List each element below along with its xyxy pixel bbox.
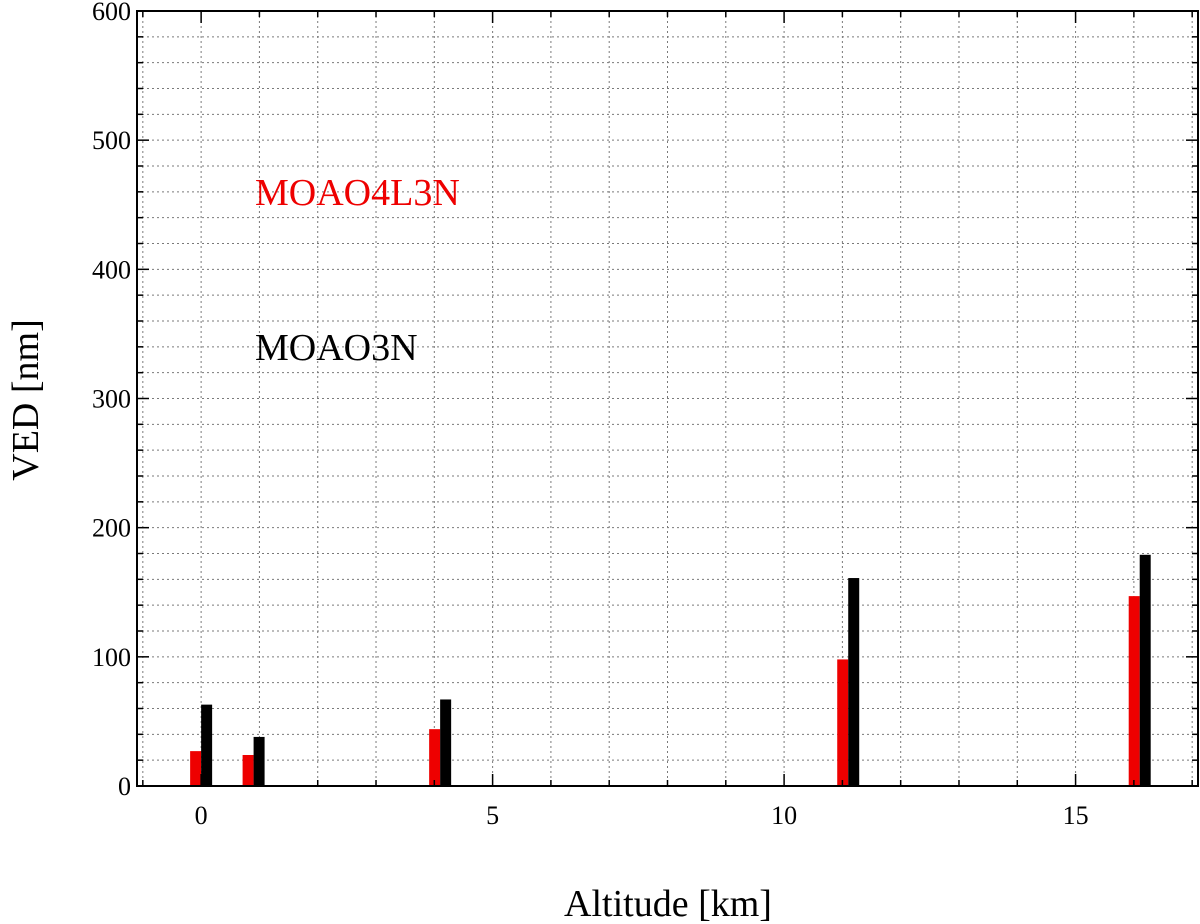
x-tick-label: 0 xyxy=(195,801,208,830)
bar-moao3n xyxy=(440,699,452,786)
y-tick-label: 300 xyxy=(92,385,131,414)
bar-moao4l3n xyxy=(1128,596,1140,786)
y-axis-title: VED [nm] xyxy=(5,319,47,480)
y-tick-label: 500 xyxy=(92,126,131,155)
bar-moao3n xyxy=(1139,554,1151,786)
grid-lines xyxy=(137,11,1198,786)
bar-moao4l3n xyxy=(242,755,254,786)
x-tick-label: 15 xyxy=(1063,801,1089,830)
x-tick-labels: 0 5 10 15 xyxy=(195,801,1089,830)
legend-entry-moao4l3n: MOAO4L3N xyxy=(255,172,460,214)
y-tick-label: 100 xyxy=(92,643,131,672)
legend-entry-moao3n: MOAO3N xyxy=(255,327,418,369)
bar-moao3n xyxy=(848,578,860,786)
x-tick-label: 5 xyxy=(486,801,499,830)
legend: MOAO4L3N MOAO3N xyxy=(255,172,460,369)
bars xyxy=(190,554,1151,786)
y-tick-label: 400 xyxy=(92,255,131,284)
x-tick-label: 10 xyxy=(771,801,797,830)
bar-moao4l3n xyxy=(190,751,202,786)
y-tick-label: 600 xyxy=(92,0,131,26)
bar-moao4l3n xyxy=(837,659,849,786)
bar-moao3n xyxy=(201,704,213,786)
tick-marks xyxy=(137,10,1198,787)
y-tick-labels: 0 100 200 300 400 500 600 xyxy=(92,0,131,801)
bar-moao4l3n xyxy=(429,729,441,786)
bar-moao3n xyxy=(253,736,265,786)
y-tick-label: 200 xyxy=(92,514,131,543)
y-tick-label: 0 xyxy=(118,772,131,801)
x-axis-title: Altitude [km] xyxy=(564,883,772,924)
